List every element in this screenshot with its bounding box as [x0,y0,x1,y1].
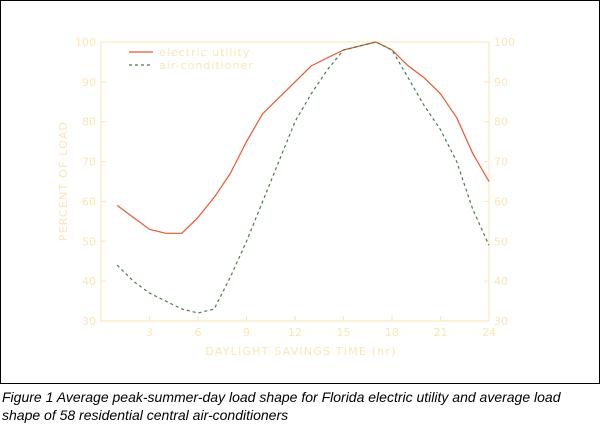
y-axis-label: PERCENT OF LOAD [57,121,70,241]
series-lines [116,41,490,314]
x-tick-label: 24 [482,326,496,339]
y-tick-label-left: 70 [82,156,96,169]
y-tick-label-right: 30 [494,315,508,328]
y-tick-label-left: 50 [82,235,96,248]
y-tick-label-left: 30 [82,315,96,328]
x-tick-label: 15 [337,326,351,339]
legend-label: electric utility [159,46,250,59]
y-tick-label-right: 80 [494,116,508,129]
x-tick-label: 6 [195,326,202,339]
x-axis-label: DAYLIGHT SAVINGS TIME (hr) [205,345,396,358]
x-tick-label: 9 [243,326,250,339]
x-tick-label: 12 [288,326,302,339]
x-tick-label: 18 [385,326,399,339]
line-chart: 30 30 40 40 50 50 60 60 70 70 80 80 90 90 100 100 3 6 9 12 1… [57,36,515,358]
figure-frame: 30 30 40 40 50 50 60 60 70 70 80 80 90 90 100 100 3 6 9 12 1… [0,0,600,384]
figure-caption: Figure 1 Average peak-summer-day load sh… [2,389,561,423]
axes: 30 30 40 40 50 50 60 60 70 70 80 80 90 90 100 100 3 6 9 12 1… [75,36,515,339]
y-tick-label-left: 100 [75,36,96,49]
legend-label: air-conditioner [159,59,254,72]
x-tick-label: 21 [434,326,448,339]
y-tick-label-right: 100 [494,36,515,49]
series-line-electric-utility [116,41,490,234]
y-tick-label-right: 40 [494,275,508,288]
y-tick-label-left: 90 [82,76,96,89]
series-line-air-conditioner [116,41,490,314]
y-tick-label-left: 40 [82,275,96,288]
y-tick-label-right: 60 [494,195,508,208]
y-tick-label-right: 50 [494,235,508,248]
y-tick-label-right: 70 [494,156,508,169]
y-tick-label-left: 60 [82,195,96,208]
y-tick-label-left: 80 [82,116,96,129]
y-tick-label-right: 90 [494,76,508,89]
x-tick-label: 3 [146,326,153,339]
